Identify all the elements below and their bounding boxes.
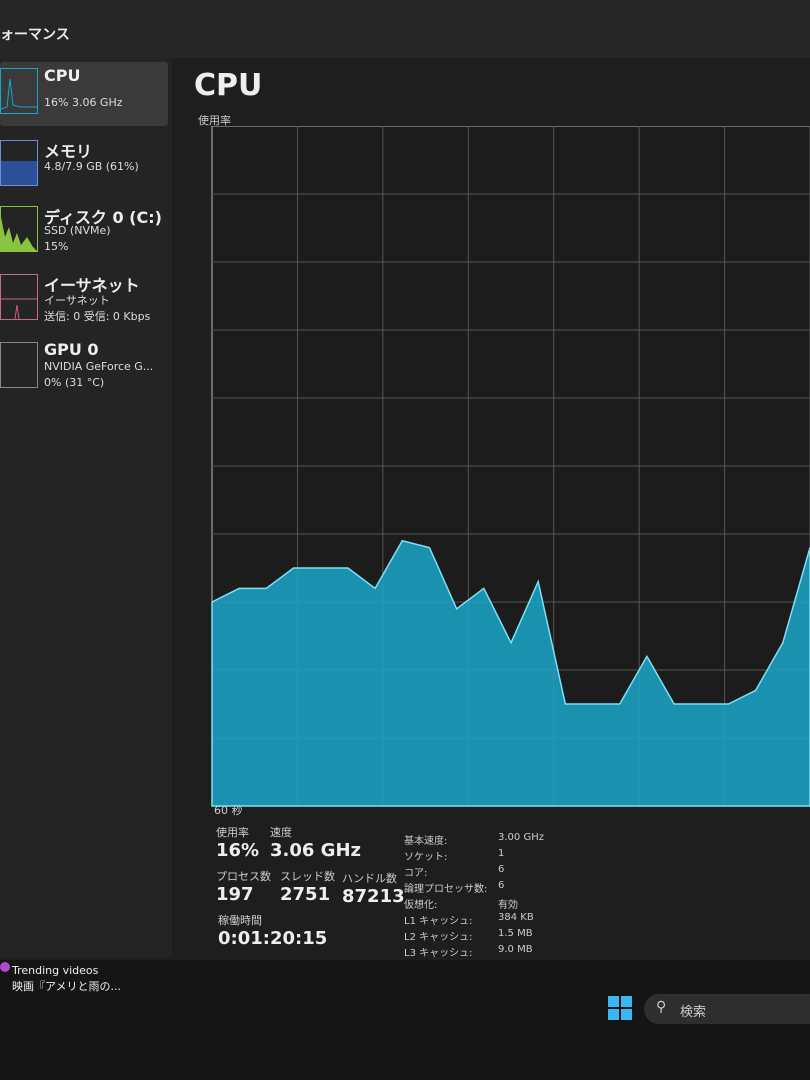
- item-name: イーサネット: [44, 276, 140, 295]
- time-label: 60 秒: [214, 804, 243, 817]
- spec-value: 有効: [498, 900, 518, 911]
- spec-value: 1: [498, 848, 505, 859]
- item-name: ディスク 0 (C:): [44, 208, 162, 227]
- item-line: 4.8/7.9 GB (61%): [44, 160, 139, 173]
- stat-value: 0:01:20:15: [218, 928, 328, 949]
- spec-label: L3 キャッシュ:: [404, 948, 473, 959]
- stat-value: 2751: [280, 884, 331, 905]
- search-text: 検索: [680, 1005, 707, 1020]
- spec-value: 9.0 MB: [498, 944, 533, 955]
- cpu-usage-area: [211, 539, 810, 807]
- spec-value: 6: [498, 864, 505, 875]
- spec-value: 6: [498, 880, 505, 891]
- item-line: 0% (31 °C): [44, 376, 105, 389]
- spec-value: 3.00 GHz: [498, 832, 544, 843]
- item-line: 16% 3.06 GHz: [44, 96, 123, 109]
- search-box[interactable]: ⚲ 検索: [644, 994, 810, 1024]
- window-title: ォーマンス: [0, 27, 70, 43]
- stat-value: 197: [216, 884, 254, 905]
- gpu-thumb: [0, 342, 38, 388]
- disk-item[interactable]: ディスク 0 (C:) SSD (NVMe) 15%: [0, 200, 168, 264]
- memory-thumb: [0, 140, 38, 186]
- spec-label: 論理プロセッサ数:: [404, 884, 488, 895]
- disk-thumb: [0, 206, 38, 252]
- graph-label: 使用率: [198, 114, 231, 127]
- cpu-graph: [211, 126, 810, 807]
- news-icon: [0, 962, 10, 972]
- spec-value: 1.5 MB: [498, 928, 533, 939]
- ethernet-thumb: [0, 274, 38, 320]
- item-name: CPU: [44, 66, 81, 85]
- stat-value: 16%: [216, 840, 260, 861]
- stat-value: 87213: [342, 886, 405, 907]
- item-line: NVIDIA GeForce G...: [44, 360, 154, 373]
- cpu-thumb: [0, 68, 38, 114]
- stat-value: 3.06 GHz: [270, 840, 361, 861]
- start-button[interactable]: [608, 996, 632, 1020]
- item-line: 送信: 0 受信: 0 Kbps: [44, 310, 151, 323]
- gpu-item[interactable]: GPU 0 NVIDIA GeForce G... 0% (31 °C): [0, 336, 168, 400]
- search-icon: ⚲: [656, 999, 667, 1015]
- stat-label: ハンドル数: [342, 872, 397, 885]
- taskbar: Trending videos 映画『アメリと雨の... ⚲ 検索: [0, 960, 810, 1080]
- item-line: 15%: [44, 240, 69, 253]
- news-text[interactable]: 映画『アメリと雨の...: [12, 980, 121, 993]
- stat-label: プロセス数: [216, 870, 271, 883]
- cpu-item[interactable]: CPU 16% 3.06 GHz: [0, 62, 168, 126]
- spec-label: コア:: [404, 868, 428, 879]
- stat-label: スレッド数: [280, 870, 335, 883]
- sidebar: CPU 16% 3.06 GHz メモリ 4.8/7.9 GB (61%) ディ…: [0, 58, 172, 958]
- spec-label: ソケット:: [404, 852, 448, 863]
- page-title: CPU: [194, 68, 263, 103]
- item-line: SSD (NVMe): [44, 224, 111, 237]
- memory-item[interactable]: メモリ 4.8/7.9 GB (61%): [0, 134, 168, 198]
- item-name: メモリ: [44, 142, 93, 161]
- spec-label: 仮想化:: [404, 900, 438, 911]
- stat-label: 速度: [270, 826, 292, 839]
- ethernet-item[interactable]: イーサネット イーサネット 送信: 0 受信: 0 Kbps: [0, 268, 168, 332]
- title-bar: ォーマンス: [0, 0, 810, 58]
- stat-label: 稼働時間: [218, 914, 262, 927]
- spec-label: 基本速度:: [404, 836, 448, 847]
- spec-label: L2 キャッシュ:: [404, 932, 473, 943]
- spec-label: L1 キャッシュ:: [404, 916, 473, 927]
- stat-label: 使用率: [216, 826, 249, 839]
- item-line: イーサネット: [44, 294, 110, 307]
- item-name: GPU 0: [44, 340, 99, 359]
- spec-value: 384 KB: [498, 912, 534, 923]
- news-title[interactable]: Trending videos: [12, 964, 99, 977]
